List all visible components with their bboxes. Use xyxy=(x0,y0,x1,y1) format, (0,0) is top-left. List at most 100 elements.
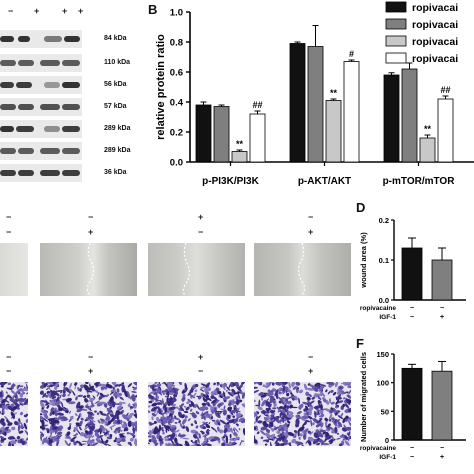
stained-cell xyxy=(194,420,197,425)
stained-cell xyxy=(6,419,11,424)
blot-band xyxy=(44,36,62,42)
stained-cell xyxy=(1,390,4,395)
stained-cell xyxy=(310,419,313,427)
stained-cell xyxy=(62,393,66,398)
stained-cell xyxy=(329,407,335,414)
stained-cell xyxy=(23,422,28,430)
stained-cell xyxy=(199,424,204,429)
stained-cell xyxy=(181,396,186,402)
stained-cell xyxy=(22,387,28,392)
blot-band xyxy=(62,104,80,110)
stained-cell xyxy=(180,403,185,408)
stained-cell xyxy=(314,410,317,418)
stained-cell xyxy=(232,428,236,432)
stained-cell xyxy=(268,438,274,441)
stained-cell xyxy=(105,439,109,444)
stained-cell xyxy=(327,382,335,386)
stained-cell xyxy=(26,392,28,395)
stained-cell xyxy=(62,389,66,394)
stained-cell xyxy=(89,443,93,446)
stained-cell xyxy=(118,392,122,396)
stained-cell xyxy=(299,433,303,437)
stained-cell xyxy=(204,393,207,396)
stained-cell xyxy=(336,406,338,409)
stained-cell xyxy=(340,412,344,417)
stained-cell xyxy=(99,424,105,430)
stained-cell xyxy=(85,405,90,409)
stained-cell xyxy=(215,387,220,392)
stained-cell xyxy=(85,423,88,428)
stained-cell xyxy=(287,400,292,405)
stained-cell xyxy=(9,398,17,403)
stained-cell xyxy=(13,390,19,397)
stained-cell xyxy=(94,389,99,394)
stained-cell xyxy=(293,430,298,433)
stained-cell xyxy=(85,382,89,385)
stained-cell xyxy=(315,429,319,432)
stained-cell xyxy=(11,406,18,411)
stained-cell xyxy=(306,387,315,391)
stained-cell xyxy=(270,414,274,419)
stained-cell xyxy=(175,441,180,446)
stained-cell xyxy=(25,437,28,441)
stained-cell xyxy=(108,407,112,411)
stained-cell xyxy=(116,392,120,398)
bar xyxy=(401,247,423,301)
stained-cell xyxy=(155,383,162,388)
stained-cell xyxy=(260,426,268,431)
stained-cell xyxy=(96,412,100,416)
stained-cell xyxy=(51,423,55,427)
stained-cell xyxy=(330,407,333,411)
stained-cell xyxy=(231,388,236,394)
stained-cell xyxy=(119,411,123,414)
row-mark: + xyxy=(440,454,444,461)
stained-cell xyxy=(94,410,97,413)
stained-cell xyxy=(7,382,11,386)
stained-cell xyxy=(18,430,24,434)
blot-band xyxy=(44,126,60,132)
stained-cell xyxy=(216,382,220,385)
stained-cell xyxy=(204,437,208,442)
stained-cell xyxy=(156,416,159,422)
stained-cell xyxy=(331,435,334,441)
stained-cell xyxy=(235,395,239,401)
stained-cell xyxy=(0,429,7,435)
stained-cell xyxy=(116,437,122,443)
stained-cell xyxy=(51,392,55,397)
stained-cell xyxy=(175,433,177,438)
stained-cell xyxy=(303,383,308,391)
stained-cell xyxy=(183,405,187,408)
stained-cell xyxy=(133,386,137,391)
stained-cell xyxy=(69,410,71,414)
stained-cell xyxy=(318,430,327,433)
stained-cell xyxy=(23,414,28,418)
stained-cell xyxy=(13,421,19,426)
stained-cell xyxy=(207,414,212,420)
blot-band xyxy=(18,170,34,176)
stained-cell xyxy=(163,434,170,439)
stained-cell xyxy=(68,424,71,430)
stained-cell xyxy=(163,424,169,431)
transwell-mark-r1-1: − xyxy=(6,352,12,362)
stained-cell xyxy=(88,396,91,399)
stained-cell xyxy=(194,389,198,393)
stained-cell xyxy=(283,426,288,431)
stained-cell xyxy=(232,400,237,404)
wound-mark-r1-2: − xyxy=(88,212,94,222)
stained-cell xyxy=(312,418,319,423)
stained-cell xyxy=(107,431,110,433)
stained-cell xyxy=(308,393,312,398)
stained-cell xyxy=(265,428,270,434)
stained-cell xyxy=(283,423,288,428)
stained-cell xyxy=(122,402,126,404)
stained-cell xyxy=(335,396,343,400)
stained-cell xyxy=(83,425,90,431)
stained-cell xyxy=(43,413,49,420)
stained-cell xyxy=(162,431,165,435)
stained-cell xyxy=(235,423,238,426)
stained-cell xyxy=(16,435,21,440)
legend-swatch xyxy=(385,52,407,64)
stained-cell xyxy=(100,413,108,416)
stained-cell xyxy=(99,410,103,414)
stained-cell xyxy=(298,389,304,394)
